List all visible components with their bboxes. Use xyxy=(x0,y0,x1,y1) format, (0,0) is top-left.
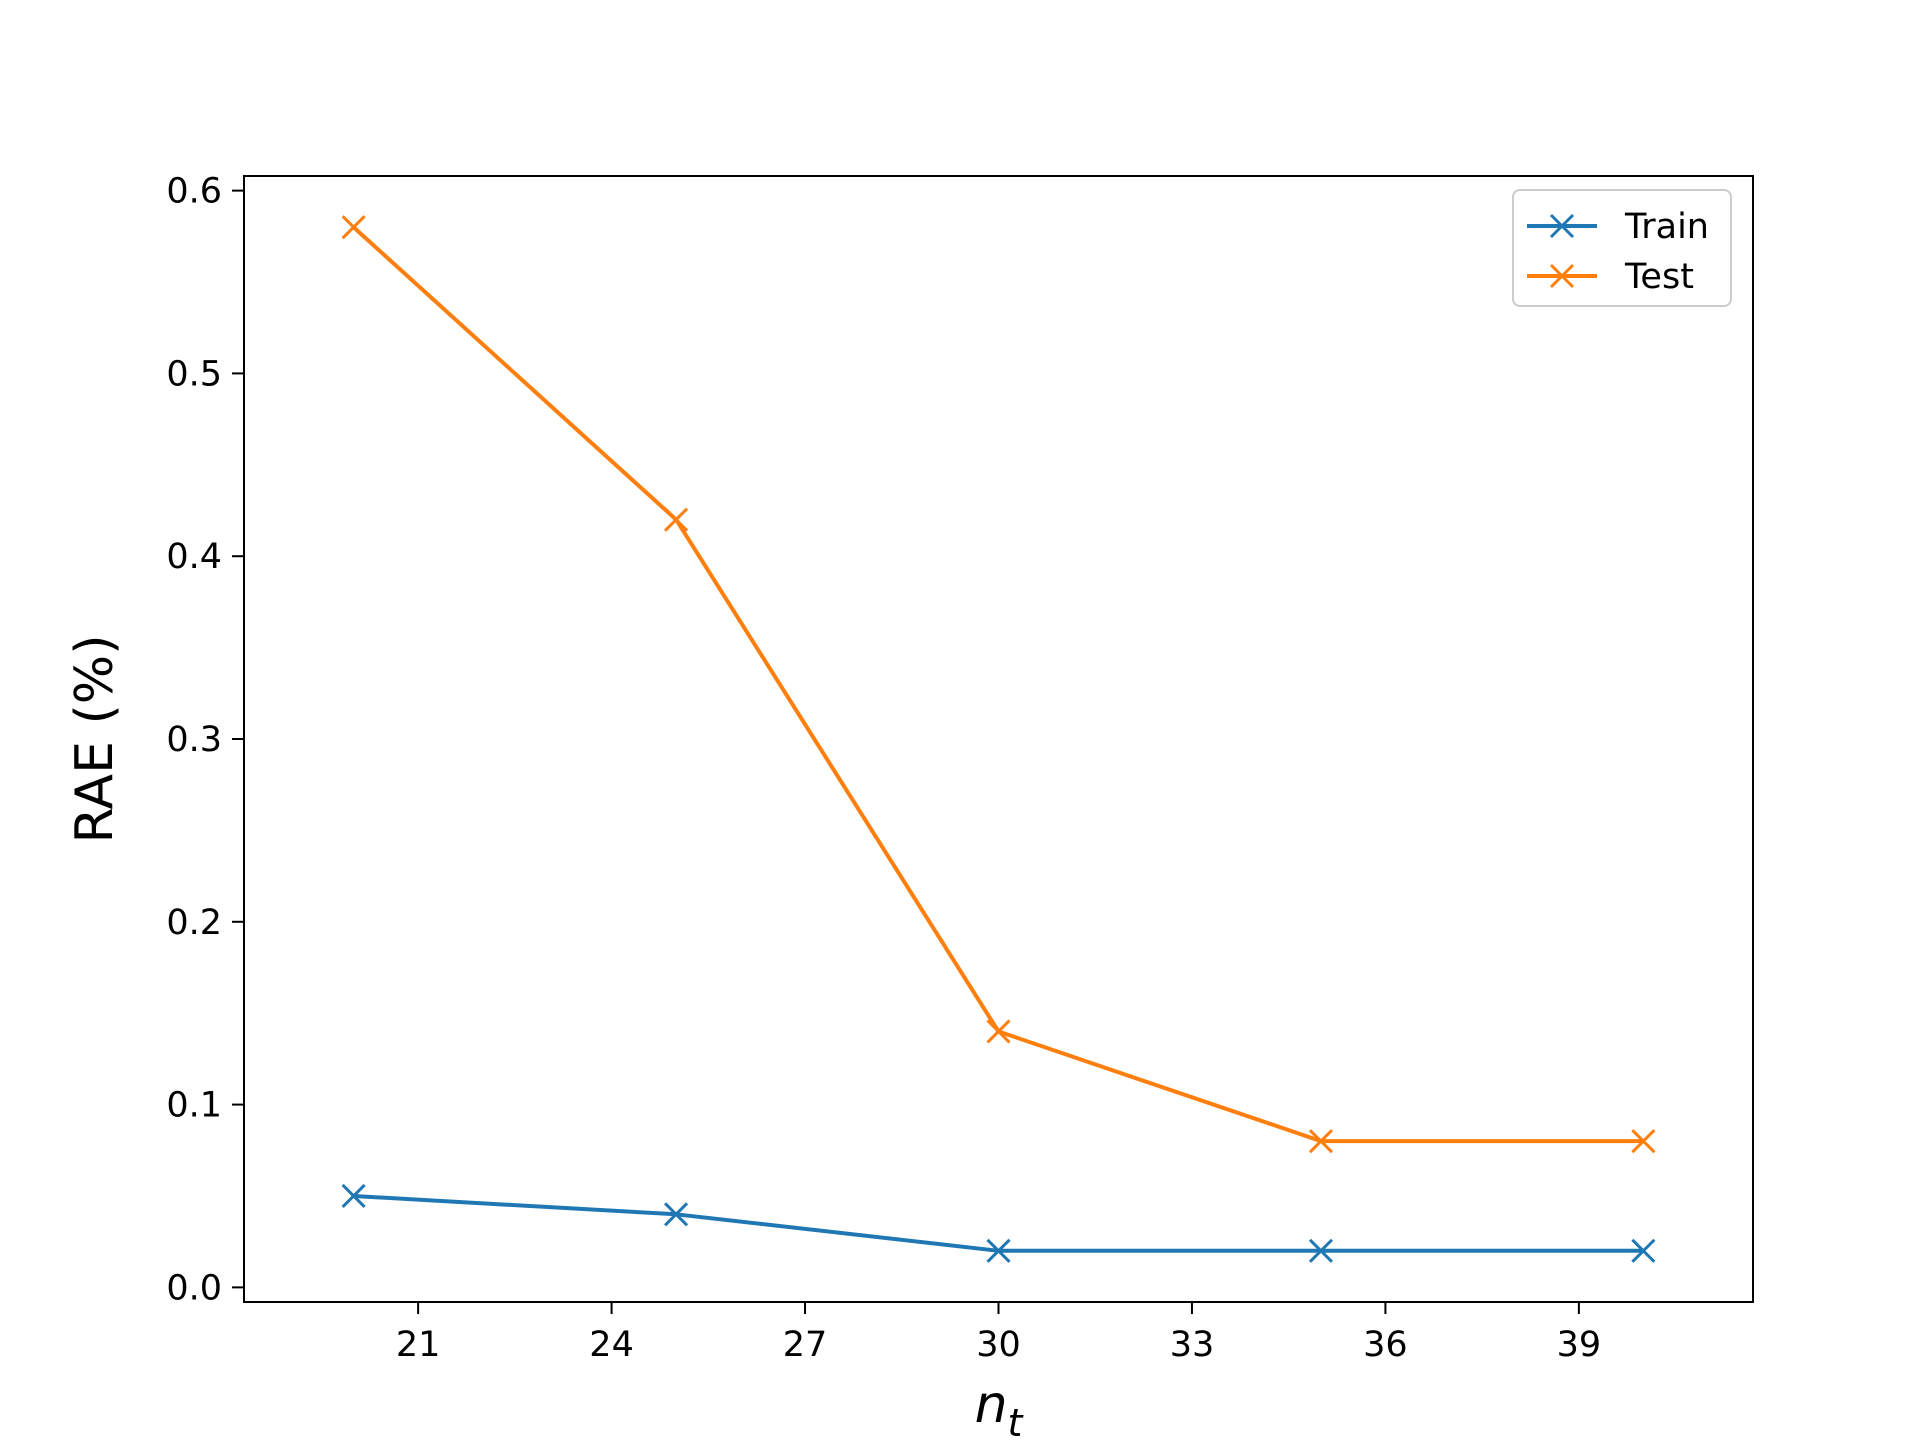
test-data-point xyxy=(664,507,689,532)
y-axis-ticks: 0.0 0.1 0.2 0.3 0.4 0.5 0.6 xyxy=(166,172,244,1308)
test-data-point xyxy=(1631,1129,1656,1154)
plot-frame xyxy=(243,175,1754,1303)
x-axis-label-base: n xyxy=(975,1375,1008,1435)
x-axis-label: nt xyxy=(975,1375,1025,1440)
y-tick-label: 0.1 xyxy=(166,1086,222,1126)
y-tick-label: 0.5 xyxy=(166,354,222,394)
y-tick-label: 0.3 xyxy=(166,720,222,760)
test-data-point xyxy=(986,1019,1011,1044)
x-tick-label: 27 xyxy=(783,1325,828,1365)
y-tick-label: 0.6 xyxy=(166,172,222,212)
legend-marker xyxy=(1549,213,1575,239)
legend: Train Test xyxy=(1512,189,1732,307)
legend-item-train: Train xyxy=(1527,207,1709,247)
legend-label: Train xyxy=(1624,207,1709,247)
legend-label: Test xyxy=(1624,257,1694,297)
legend-item-test: Test xyxy=(1527,257,1694,297)
y-tick-label: 0.0 xyxy=(166,1268,222,1308)
x-axis-label-sub: t xyxy=(1008,1401,1025,1440)
x-axis-ticks: 21 24 27 30 33 36 39 xyxy=(396,1302,1601,1365)
train-data-point xyxy=(341,1183,366,1209)
train-data-point xyxy=(664,1202,689,1227)
y-axis-label: RAE (%) xyxy=(65,635,125,844)
train-data-point xyxy=(986,1238,1011,1263)
series-layer xyxy=(341,215,1656,1263)
x-tick-label: 21 xyxy=(396,1325,441,1365)
x-tick-label: 24 xyxy=(589,1325,634,1365)
x-tick-label: 33 xyxy=(1170,1325,1215,1365)
test-data-point xyxy=(341,215,366,240)
train-data-point xyxy=(1631,1238,1656,1263)
x-tick-label: 39 xyxy=(1557,1325,1602,1365)
legend-marker xyxy=(1549,263,1575,289)
x-tick-label: 36 xyxy=(1363,1325,1408,1365)
plot-area xyxy=(244,176,1753,1302)
test-data-point xyxy=(1308,1129,1333,1154)
x-tick-label: 30 xyxy=(976,1325,1021,1365)
y-tick-label: 0.2 xyxy=(166,903,222,943)
train-data-point xyxy=(1308,1238,1333,1263)
y-tick-label: 0.4 xyxy=(166,537,222,577)
